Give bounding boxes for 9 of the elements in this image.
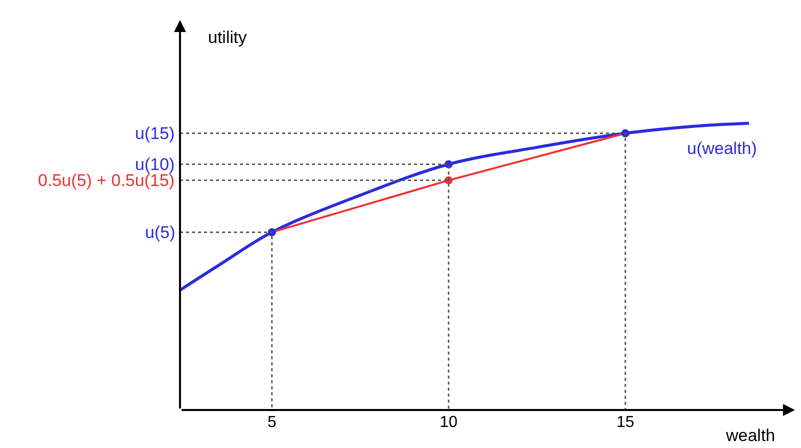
x-tick-label: 5	[267, 414, 276, 431]
text: u(5)	[145, 223, 176, 242]
text: u(15)	[135, 124, 175, 143]
text: u(10)	[135, 155, 175, 174]
y-axis-title: utility	[208, 28, 248, 47]
series-label: u(wealth)	[687, 139, 757, 158]
x-tick-label: 15	[616, 414, 634, 431]
x-tick-label: 10	[440, 414, 458, 431]
x-axis-title: wealth	[725, 426, 776, 445]
